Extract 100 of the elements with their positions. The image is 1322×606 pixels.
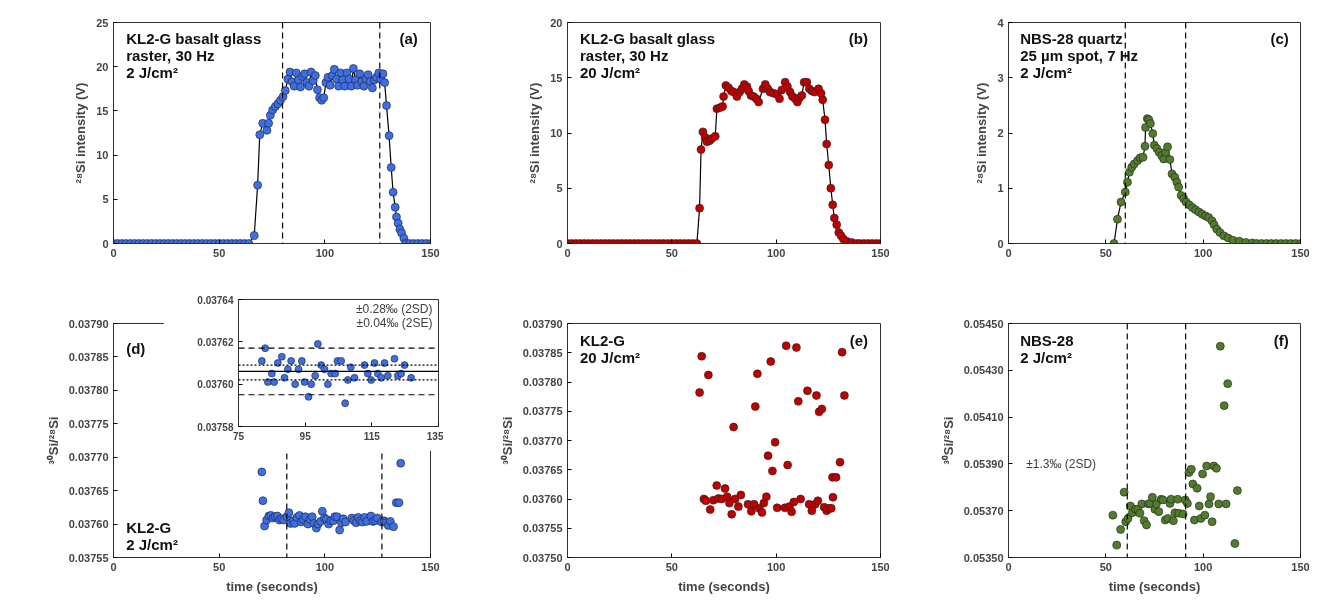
y-tick-label: 10 [96, 149, 109, 162]
y-tick-label: 0.03765 [68, 484, 109, 497]
y-tick-label: 0.03750 [522, 551, 563, 564]
annotation: KL2-G basalt glass [580, 30, 716, 48]
x-tick-label: 100 [315, 560, 335, 573]
annotation: (b) [848, 30, 868, 48]
x-axis-title: time (seconds) [1108, 578, 1201, 594]
x-tick-label: 100 [766, 246, 786, 259]
y-tick-label: 5 [102, 193, 109, 206]
y-tick-label: 15 [550, 71, 563, 84]
y-tick-label: 0.03785 [522, 346, 563, 359]
y-axis-title: ²⁸Si intensity (V) [527, 82, 543, 184]
x-tick-label: 0 [110, 560, 117, 573]
y-axis-title: ³⁰Si/²⁸Si [499, 416, 515, 465]
annotation: (a) [399, 30, 418, 48]
x-tick-label: 150 [421, 246, 440, 259]
y-tick-label: 0.03760 [68, 518, 109, 531]
x-tick-label: 50 [665, 560, 678, 573]
y-tick-label: 0.03780 [68, 384, 109, 397]
y-tick-label: 0.03770 [68, 451, 109, 464]
x-tick-label: 135 [426, 430, 444, 442]
x-tick-label: 150 [421, 560, 440, 573]
y-tick-label: 1 [997, 182, 1004, 195]
x-tick-label: 150 [1291, 246, 1310, 259]
y-tick-label: 0 [556, 237, 563, 250]
y-axis-title: ²⁸Si intensity (V) [73, 82, 89, 184]
x-axis-title: time (seconds) [678, 578, 770, 594]
y-tick-label: 0.03755 [522, 522, 563, 535]
annotation: 20 J/cm² [580, 348, 641, 366]
x-tick-label: 50 [665, 246, 678, 259]
x-tick-label: 100 [1193, 560, 1213, 573]
annotation: (d) [126, 339, 146, 357]
y-tick-label: 15 [96, 104, 109, 117]
y-tick-label: 0.05430 [963, 364, 1004, 377]
y-tick-label: 20 [96, 60, 109, 73]
y-tick-label: 0.03755 [68, 551, 109, 564]
annotation: KL2-G basalt glass [126, 30, 262, 48]
annotation: (f) [1273, 331, 1289, 349]
y-tick-label: 0 [102, 237, 109, 250]
y-tick-label: 0.03780 [522, 376, 563, 388]
y-tick-label: 0.03775 [522, 405, 563, 418]
annotation: ±0.28‰ (2SD) [355, 302, 433, 317]
y-tick-label: 0.03760 [197, 379, 234, 391]
y-tick-label: 0.03785 [68, 350, 109, 363]
x-tick-label: 0 [564, 246, 571, 259]
y-tick-label: 5 [556, 182, 563, 195]
x-tick-label: 100 [766, 560, 786, 573]
annotation: NBS-28 quartz [1020, 30, 1123, 48]
x-tick-label: 0 [1005, 246, 1012, 259]
x-axis-title: time (seconds) [226, 578, 318, 594]
x-tick-label: 0 [564, 560, 571, 573]
annotation: 2 J/cm² [126, 535, 178, 553]
y-tick-label: 3 [997, 71, 1004, 84]
y-tick-label: 0 [997, 237, 1004, 250]
x-tick-label: 75 [232, 430, 245, 442]
y-tick-label: 0.05370 [963, 504, 1004, 517]
x-tick-label: 150 [1291, 560, 1310, 573]
annotation: (e) [849, 331, 868, 349]
annotation: (c) [1270, 30, 1289, 48]
y-tick-label: 0.03790 [522, 317, 563, 330]
annotation: 25 µm spot, 7 Hz [1020, 47, 1139, 65]
x-tick-label: 50 [1099, 560, 1112, 573]
y-tick-label: 0.03770 [522, 434, 563, 447]
y-axis-title: ²⁸Si intensity (V) [974, 82, 990, 184]
x-tick-label: 50 [1099, 246, 1112, 259]
y-tick-label: 0.03758 [197, 421, 234, 433]
annotation: 2 J/cm² [1020, 348, 1072, 366]
annotation: KL2-G [580, 331, 626, 349]
y-tick-label: 20 [550, 16, 563, 29]
y-axis-title: ³⁰Si/²⁸Si [45, 416, 61, 465]
annotation: ±1.3‰ (2SD) [1026, 456, 1097, 471]
x-tick-label: 50 [213, 560, 226, 573]
y-tick-label: 4 [997, 16, 1005, 29]
x-tick-label: 95 [299, 430, 312, 442]
annotation: 2 J/cm² [1020, 64, 1072, 82]
annotation: raster, 30 Hz [580, 47, 669, 65]
y-tick-label: 0.05410 [963, 411, 1004, 424]
y-tick-label: 0.03765 [522, 463, 563, 476]
x-tick-label: 0 [110, 246, 117, 259]
y-tick-label: 0.03760 [522, 493, 563, 505]
annotation: 20 J/cm² [580, 64, 641, 82]
y-tick-label: 0.03790 [68, 317, 109, 330]
x-tick-label: 100 [1193, 246, 1213, 259]
x-tick-label: 150 [871, 246, 890, 259]
y-tick-label: 0.05450 [963, 317, 1004, 330]
y-tick-label: 10 [550, 127, 563, 139]
x-tick-label: 115 [363, 430, 381, 442]
x-tick-label: 0 [1005, 560, 1012, 573]
y-tick-label: 0.03762 [197, 336, 234, 348]
x-tick-label: 150 [871, 560, 890, 573]
y-axis-title: ³⁰Si/²⁸Si [940, 416, 956, 465]
y-tick-label: 0.03775 [68, 417, 109, 430]
y-tick-label: 2 [997, 127, 1004, 139]
annotation: ±0.04‰ (2SE) [356, 316, 433, 331]
annotation: raster, 30 Hz [126, 47, 215, 65]
annotation: NBS-28 [1020, 331, 1074, 349]
y-tick-label: 0.05390 [963, 457, 1004, 470]
x-tick-label: 50 [213, 246, 226, 259]
annotation: KL2-G [126, 518, 172, 536]
y-tick-label: 0.03764 [197, 294, 234, 306]
